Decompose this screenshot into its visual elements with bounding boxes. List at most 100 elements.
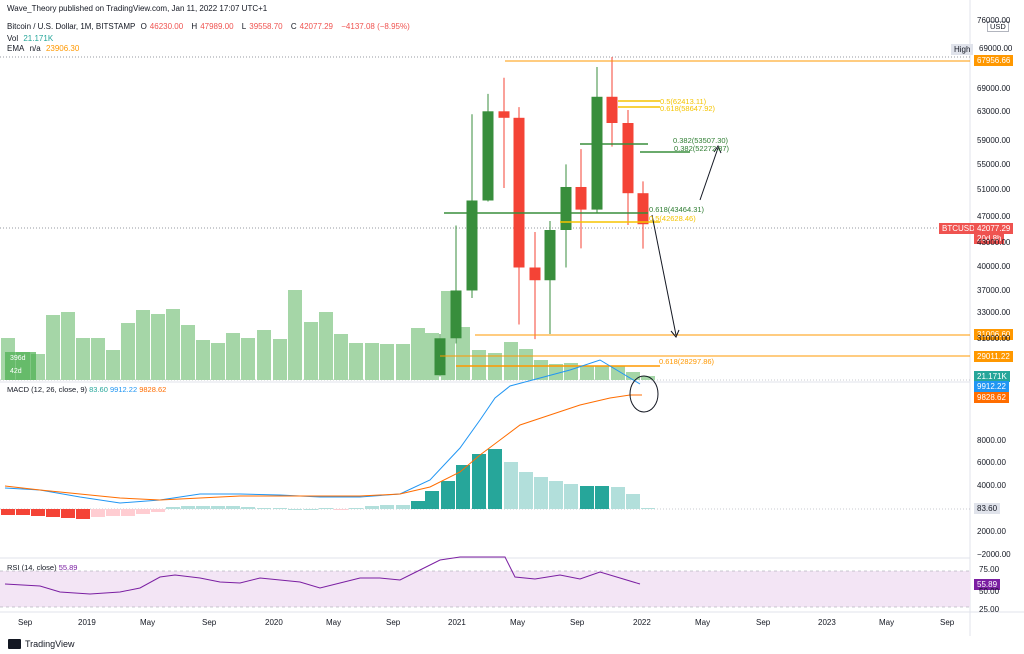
candle[interactable] bbox=[529, 267, 541, 281]
volume-bar bbox=[288, 290, 302, 380]
vol-label: Vol bbox=[7, 34, 19, 43]
ema-legend[interactable]: EMA n/a 23906.30 bbox=[7, 43, 82, 54]
price-axis-label: 69000.00 bbox=[977, 84, 1011, 93]
ohlc-high: H 47989.00 bbox=[191, 22, 234, 31]
volume-bar bbox=[611, 366, 625, 380]
tradingview-logo-icon bbox=[8, 639, 21, 649]
candle[interactable] bbox=[434, 338, 446, 376]
time-axis-label: May bbox=[879, 618, 895, 627]
macd-histogram-bar bbox=[504, 462, 518, 509]
ema-value: 23906.30 bbox=[45, 44, 80, 53]
projection-arrow-down bbox=[651, 214, 677, 336]
macd-histogram-bar bbox=[136, 509, 150, 514]
volume-bar bbox=[304, 322, 318, 380]
macd-histogram-bar bbox=[411, 501, 425, 509]
price-axis-label: 47000.00 bbox=[977, 212, 1011, 221]
candle[interactable] bbox=[560, 186, 572, 230]
macd-hist-value: 83.60 bbox=[89, 385, 108, 394]
symbol-legend[interactable]: Bitcoin / U.S. Dollar, 1M, BITSTAMP O 462… bbox=[7, 21, 413, 32]
histogram-tag: 83.60 bbox=[974, 503, 1001, 514]
time-axis-label: 2020 bbox=[265, 618, 283, 627]
macd-axis-label: 6000.00 bbox=[977, 458, 1006, 467]
macd-histogram-bar bbox=[611, 487, 625, 509]
macd-name: MACD (12, 26, close, 9) bbox=[7, 385, 88, 394]
macd-histogram-bar bbox=[441, 481, 455, 509]
macd-histogram-bar bbox=[472, 454, 486, 509]
macd-histogram-bar bbox=[91, 509, 105, 517]
ema-label: EMA bbox=[7, 44, 25, 53]
currency-label[interactable]: USD bbox=[987, 21, 1009, 32]
candle[interactable] bbox=[466, 200, 478, 291]
volume-bar bbox=[91, 338, 105, 380]
btcusd-countdown-tag: 20d 8h bbox=[974, 233, 1005, 244]
high-value: 69000.00 bbox=[979, 44, 1013, 53]
macd-histogram-bar bbox=[1, 509, 15, 515]
time-axis-label: May bbox=[510, 618, 526, 627]
candle[interactable] bbox=[482, 111, 494, 201]
volume-bar bbox=[241, 338, 255, 380]
ohlc-change: −4137.08 (−8.95%) bbox=[341, 22, 410, 31]
volume-bar bbox=[226, 333, 240, 380]
candle[interactable] bbox=[450, 290, 462, 339]
candle[interactable] bbox=[591, 96, 603, 210]
macd-histogram-bar bbox=[380, 505, 394, 509]
candle[interactable] bbox=[513, 117, 525, 268]
macd-axis-label: 8000.00 bbox=[977, 436, 1006, 445]
volume-bar bbox=[319, 312, 333, 380]
macd-histogram-bar bbox=[534, 477, 548, 509]
macd-histogram-bar bbox=[211, 506, 225, 509]
volume-bar bbox=[380, 344, 394, 380]
high-label-tag: High bbox=[951, 44, 974, 55]
macd-histogram-bar bbox=[241, 507, 255, 509]
signal-line bbox=[4, 394, 642, 501]
vol-label-1: 396d bbox=[10, 355, 26, 362]
rsi-title[interactable]: RSI (14, close) 55.89 bbox=[7, 563, 77, 572]
volume-bar bbox=[46, 315, 60, 380]
candle[interactable] bbox=[622, 123, 634, 194]
volume-bar bbox=[349, 343, 363, 380]
ohlc-low: L 39558.70 bbox=[241, 22, 283, 31]
price-axis-label: 37000.00 bbox=[977, 286, 1011, 295]
macd-title[interactable]: MACD (12, 26, close, 9) 83.60 9912.22 98… bbox=[7, 385, 166, 394]
price-axis-label: 51000.00 bbox=[977, 185, 1011, 194]
crossover-circle bbox=[629, 375, 659, 413]
macd-axis-label: 4000.00 bbox=[977, 481, 1006, 490]
macd-tag: 9912.22 bbox=[974, 381, 1009, 392]
volume-bar bbox=[76, 338, 90, 380]
fib-label: 0.618(28297.86) bbox=[659, 357, 715, 366]
volume-bar bbox=[549, 364, 563, 380]
time-axis-label: 2022 bbox=[633, 618, 651, 627]
volume-bar bbox=[166, 309, 180, 380]
volume-bar bbox=[580, 366, 594, 380]
macd-histogram-bar bbox=[61, 509, 75, 518]
arrow-head-up bbox=[713, 144, 722, 154]
vol-tag: 21.171K bbox=[974, 371, 1010, 382]
time-axis-label: 2023 bbox=[818, 618, 836, 627]
price-axis-label: 31000.00 bbox=[977, 334, 1011, 343]
volume-bar bbox=[181, 325, 195, 380]
macd-histogram-bar bbox=[46, 509, 60, 517]
time-axis-label: 2021 bbox=[448, 618, 466, 627]
macd-histogram-bar bbox=[595, 486, 609, 509]
macd-histogram-bar bbox=[456, 465, 470, 509]
volume-bar bbox=[534, 360, 548, 380]
candle[interactable] bbox=[544, 230, 556, 281]
vol-legend[interactable]: Vol 21.171K bbox=[7, 33, 56, 44]
time-axis-label: Sep bbox=[18, 618, 33, 627]
volume-bar bbox=[61, 312, 75, 380]
rsi-axis-label: 25.00 bbox=[979, 605, 1000, 614]
macd-histogram-bar bbox=[288, 509, 302, 510]
rsi-line bbox=[4, 556, 641, 595]
candle[interactable] bbox=[606, 96, 618, 123]
candle[interactable] bbox=[575, 186, 587, 210]
candle[interactable] bbox=[637, 193, 649, 225]
macd-histogram-bar bbox=[580, 486, 594, 509]
price-tag-67956: 67956.66 bbox=[974, 55, 1014, 66]
price-axis-label: 76000.00 bbox=[977, 16, 1011, 25]
symbol-name: Bitcoin / U.S. Dollar, 1M, BITSTAMP bbox=[7, 22, 136, 31]
macd-axis-label: −2000.00 bbox=[977, 550, 1011, 559]
volume-bar bbox=[136, 310, 150, 380]
candle[interactable] bbox=[498, 111, 510, 118]
tradingview-logo[interactable]: TradingView bbox=[8, 639, 75, 649]
